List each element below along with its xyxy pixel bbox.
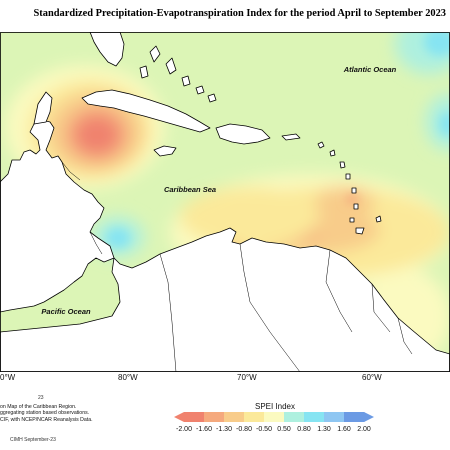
spei-map: Atlantic Ocean Caribbean Sea Pacific Oce… [0,32,450,372]
longitude-tick-label: 70°W [237,373,257,382]
land-puerto-rico [281,133,301,141]
legend-segment [344,412,365,422]
legend-tick-label: -2.00 [176,426,192,433]
legend-tick-label: 0.50 [277,426,291,433]
legend-segment [264,412,285,422]
land-bahamas [139,45,217,103]
longitude-tick-label: 0°W [0,373,16,382]
legend-arrow-right [364,412,374,422]
legend-segment [204,412,225,422]
legend-segment [184,412,205,422]
legend-tick-label: 1.60 [337,426,351,433]
longitude-tick-label: 60°W [362,373,382,382]
legend-segment [224,412,245,422]
legend-tick-label: -0.80 [236,426,252,433]
land-masses [0,32,450,372]
land-florida [89,32,125,67]
legend-segment [244,412,265,422]
description-line: ggregating station based observations. [0,410,90,417]
legend-tick-label: -0.50 [256,426,272,433]
map-title: Standardized Precipitation-Evapotranspir… [33,8,446,19]
atlantic-ocean-label: Atlantic Ocean [343,65,397,74]
land-hispaniola [215,123,271,145]
land-south-america [0,227,450,372]
legend-segment [304,412,325,422]
map-credit: CIMH September-23 [10,437,56,443]
land-cuba [81,89,211,133]
land-central-america [0,119,115,313]
legend-title: SPEI Index [254,402,296,411]
legend-tick-label: -1.30 [216,426,232,433]
description-line: CIF, with NCEP/NCAR Reanalysis Data. [0,416,93,423]
country-borders [61,161,413,372]
spei-wet-area-atlantic-e [426,94,450,150]
longitude-tick-label: 80°W [118,373,138,382]
map-description: on Map of the Caribbean Region. ggregati… [0,404,110,423]
legend-tick-label: -1.60 [196,426,212,433]
legend-colorbar [174,412,374,422]
land-jamaica [153,145,177,157]
description-line: on Map of the Caribbean Region. [0,404,77,410]
caribbean-sea-label: Caribbean Sea [164,185,216,194]
legend-tick-label: 0.80 [297,426,311,433]
legend-tick-label: 2.00 [357,426,371,433]
land-lesser-antilles [317,141,382,235]
legend-segment [284,412,305,422]
footnote-number: 23 [38,395,44,401]
legend-arrow-left [174,412,184,422]
legend-segment [324,412,345,422]
land-yucatan [33,91,53,125]
pacific-ocean-label: Pacific Ocean [41,307,91,316]
legend-tick-label: 1.30 [317,426,331,433]
